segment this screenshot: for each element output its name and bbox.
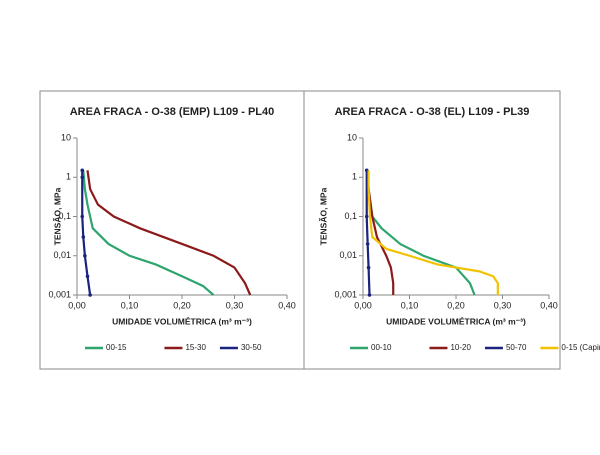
x-tick-label: 0,10: [121, 300, 139, 310]
y-tick-label: 0,1: [58, 211, 71, 221]
frame: [39, 90, 561, 370]
series-line: [82, 170, 215, 296]
chart-title: AREA FRACA - O-38 (EL) L109 - PL39: [335, 106, 530, 118]
x-tick-label: 0,40: [278, 300, 296, 310]
y-tick-label: 0,001: [334, 289, 357, 299]
y-tick-label: 0,1: [344, 211, 357, 221]
series-marker: [364, 214, 369, 219]
x-tick-label: 0,30: [226, 300, 244, 310]
y-axis-label: TENSÃO, MPa: [52, 187, 62, 245]
y-tick-label: 1: [66, 172, 71, 182]
x-tick-label: 0,20: [447, 300, 465, 310]
legend-label: 00-10: [371, 343, 392, 352]
legend-label: 10-20: [450, 343, 471, 352]
x-tick-label: 0,00: [354, 300, 372, 310]
x-axis-label: UMIDADE VOLUMÉTRICA (m³ m⁻³): [386, 316, 526, 326]
legend-label: 00-15: [106, 343, 127, 352]
x-tick-label: 0,10: [401, 300, 419, 310]
x-tick-label: 0,20: [173, 300, 191, 310]
y-tick-label: 10: [347, 132, 357, 142]
y-axis-label: TENSÃO, MPa: [318, 187, 328, 245]
y-tick-label: 0,001: [48, 289, 71, 299]
series-line: [367, 170, 499, 295]
series-line: [86, 170, 252, 296]
legend-label: 0-15 (Capim): [561, 343, 600, 352]
x-axis-label: UMIDADE VOLUMÉTRICA (m³ m⁻³): [112, 316, 252, 326]
x-tick-label: 0,00: [68, 300, 86, 310]
series-line: [366, 170, 476, 296]
series-marker: [366, 265, 371, 270]
y-tick-label: 1: [352, 172, 357, 182]
x-tick-label: 0,30: [494, 300, 512, 310]
legend-label: 30-50: [241, 343, 262, 352]
y-tick-label: 0,01: [53, 250, 71, 260]
y-tick-label: 0,01: [339, 250, 357, 260]
series-marker: [80, 175, 85, 180]
chart-title: AREA FRACA - O-38 (EMP) L109 - PL40: [70, 106, 275, 118]
series-marker: [83, 253, 87, 258]
legend-label: 15-30: [185, 343, 206, 352]
series-marker: [367, 293, 372, 297]
y-tick-label: 10: [61, 132, 71, 142]
series-marker: [80, 214, 85, 219]
series-marker: [88, 293, 92, 297]
x-tick-label: 0,40: [540, 300, 558, 310]
series-marker: [365, 242, 370, 246]
legend-label: 50-70: [506, 343, 527, 352]
series-marker: [80, 168, 85, 173]
series-marker: [85, 274, 90, 279]
series-marker: [81, 235, 86, 239]
